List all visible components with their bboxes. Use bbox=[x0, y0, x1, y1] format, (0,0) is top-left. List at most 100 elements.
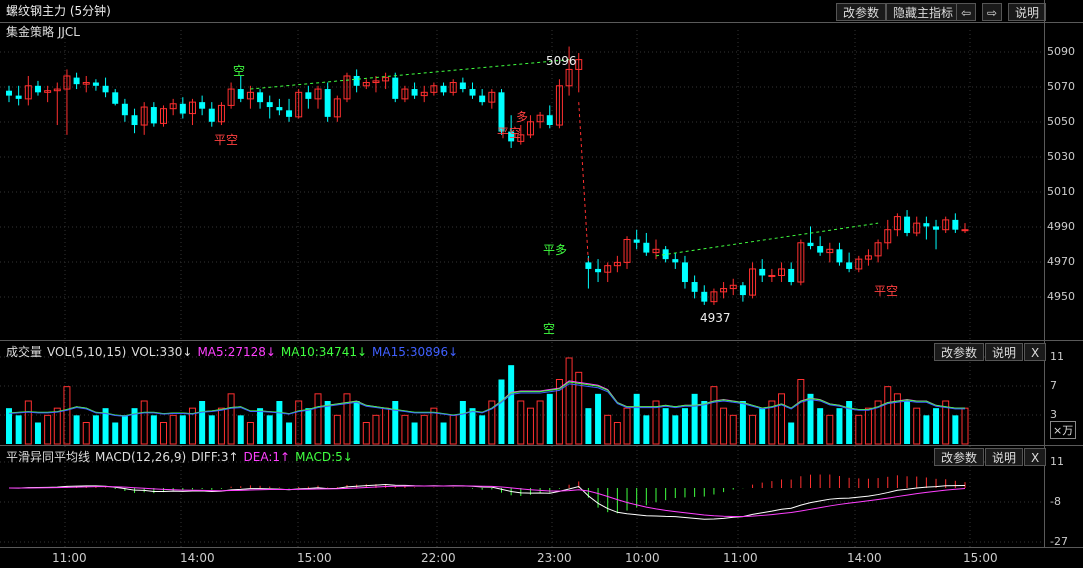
help-button[interactable]: 说明 bbox=[1008, 3, 1047, 21]
volume-bar bbox=[246, 422, 254, 445]
volume-header: 成交量 VOL(5,10,15) VOL:330↓ MA5:27128↓ MA1… bbox=[0, 341, 458, 362]
candle-body bbox=[942, 219, 950, 231]
candle-body bbox=[884, 229, 892, 244]
candle-body bbox=[672, 259, 679, 263]
candle-body bbox=[305, 92, 312, 99]
volume-bar bbox=[817, 408, 824, 444]
volume-bar bbox=[855, 414, 863, 445]
volume-bar bbox=[6, 408, 12, 444]
volume-bar bbox=[526, 407, 534, 445]
candle-body bbox=[729, 284, 737, 290]
candle-body bbox=[623, 239, 631, 263]
strategy-name: 集金策略 JJCL bbox=[6, 25, 80, 39]
volume-bar bbox=[459, 401, 466, 444]
left-arrow-button[interactable]: ⇦ bbox=[956, 3, 977, 21]
candle-body bbox=[257, 92, 264, 103]
candle-body bbox=[420, 91, 428, 97]
chart-header: 螺纹钢主力 (5分钟) bbox=[0, 0, 836, 21]
volume-help-button[interactable]: 说明 bbox=[985, 343, 1024, 361]
candle-body bbox=[160, 108, 167, 124]
volume-bar bbox=[353, 401, 360, 444]
chart-title: 螺纹钢主力 (5分钟) bbox=[6, 4, 111, 18]
params-button[interactable]: 改参数 bbox=[836, 3, 887, 21]
volume-indicator: VOL(5,10,15) bbox=[47, 344, 127, 359]
volume-bar bbox=[952, 415, 959, 444]
candle-body bbox=[643, 242, 650, 253]
volume-close-button[interactable]: X bbox=[1024, 343, 1047, 361]
candle-body bbox=[681, 262, 688, 283]
low-price-label: 4937 bbox=[700, 311, 731, 325]
volume-bar bbox=[92, 415, 99, 444]
candle-body bbox=[217, 104, 225, 123]
volume-name: 成交量 bbox=[6, 345, 43, 359]
volume-bar bbox=[362, 422, 370, 445]
volume-bar bbox=[517, 400, 525, 445]
volume-bar bbox=[102, 408, 109, 444]
volume-bar bbox=[150, 415, 157, 444]
candle-body bbox=[701, 291, 708, 302]
volume-bar bbox=[729, 414, 737, 445]
volume-bar bbox=[324, 401, 331, 444]
volume-bar bbox=[536, 400, 544, 445]
candle-body bbox=[904, 216, 911, 233]
high-price-label: 5096 bbox=[546, 54, 577, 68]
volume-bar bbox=[498, 379, 505, 444]
volume-bar bbox=[691, 393, 698, 444]
volume-bar bbox=[961, 407, 969, 445]
volume-bar bbox=[266, 415, 273, 444]
candle-body bbox=[131, 115, 138, 126]
volume-bar bbox=[778, 393, 786, 445]
candle-body bbox=[652, 248, 660, 254]
macd-close-button[interactable]: X bbox=[1024, 448, 1047, 466]
macd-help-button[interactable]: 说明 bbox=[985, 448, 1024, 466]
macd-tick: 11 bbox=[1050, 455, 1064, 468]
candle-body bbox=[836, 249, 843, 263]
price-tick: 5090 bbox=[1047, 45, 1075, 58]
candle-body bbox=[817, 246, 824, 253]
macd-params-button[interactable]: 改参数 bbox=[934, 448, 985, 466]
volume-value: VOL:330↓ bbox=[131, 344, 193, 359]
volume-bar bbox=[430, 407, 438, 445]
candle-body bbox=[150, 107, 157, 124]
volume-bar bbox=[160, 422, 167, 445]
candle-body bbox=[63, 75, 71, 90]
volume-bar bbox=[314, 393, 322, 445]
candle-body bbox=[788, 268, 795, 283]
volume-bar bbox=[257, 408, 264, 444]
macd-name: 平滑异同平均线 bbox=[6, 450, 91, 464]
volume-bar bbox=[595, 393, 602, 444]
macd-dea: DEA:1↑ bbox=[243, 449, 291, 464]
volume-panel-border bbox=[0, 340, 1083, 341]
candle-body bbox=[295, 91, 303, 118]
price-tick: 4950 bbox=[1047, 290, 1075, 303]
volume-bar bbox=[286, 422, 293, 444]
top-border bbox=[0, 22, 1083, 23]
volume-bar bbox=[217, 407, 225, 445]
candle-body bbox=[459, 82, 466, 90]
candle-body bbox=[933, 226, 940, 230]
volume-params-button[interactable]: 改参数 bbox=[934, 343, 985, 361]
volume-bar bbox=[488, 400, 496, 445]
x-axis-border bbox=[0, 547, 1083, 548]
volume-bar bbox=[276, 401, 283, 444]
candle-body bbox=[488, 91, 496, 103]
candle-body bbox=[508, 131, 515, 142]
signal-close-short: 平空 bbox=[214, 133, 239, 147]
candle-body bbox=[362, 82, 370, 87]
candle-body bbox=[372, 80, 380, 84]
candle-body bbox=[913, 222, 921, 234]
time-tick: 10:00 bbox=[625, 551, 660, 565]
volume-bar bbox=[864, 407, 872, 445]
candle-body bbox=[6, 90, 12, 96]
candle-body bbox=[893, 216, 901, 231]
volume-bar bbox=[469, 408, 476, 444]
candle-body bbox=[15, 95, 22, 99]
right-arrow-button[interactable]: ⇨ bbox=[982, 3, 1003, 21]
volume-tick: 7 bbox=[1050, 379, 1057, 392]
volume-bar bbox=[208, 415, 215, 444]
hide-indicator-button[interactable]: 隐藏主指标 bbox=[886, 3, 961, 21]
candle-body bbox=[546, 115, 553, 126]
time-tick: 15:00 bbox=[297, 551, 332, 565]
candle-body bbox=[121, 103, 128, 116]
candle-body bbox=[952, 219, 959, 230]
